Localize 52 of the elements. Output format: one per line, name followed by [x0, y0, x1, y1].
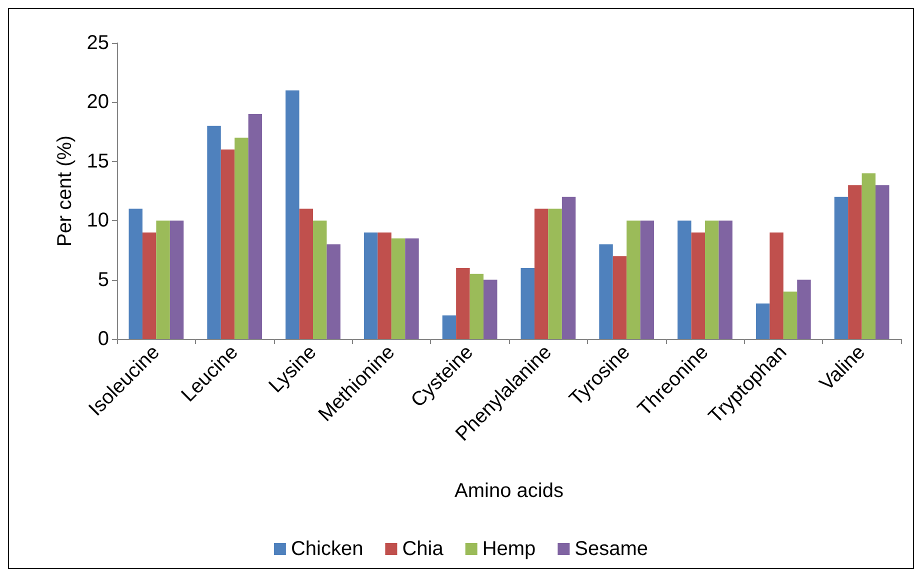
legend-label: Chia [402, 538, 444, 560]
legend-label: Chicken [290, 538, 364, 560]
bar [405, 238, 419, 339]
bar [705, 220, 719, 339]
bar [378, 232, 392, 339]
bar [691, 232, 705, 339]
bar [626, 220, 640, 339]
bar [470, 274, 484, 339]
y-tick-label: 5 [98, 268, 109, 291]
bar [326, 244, 340, 339]
bar [364, 232, 378, 339]
bar [442, 315, 456, 339]
bar [797, 280, 811, 339]
bar [128, 208, 142, 339]
bar [718, 220, 732, 339]
bar [286, 90, 300, 339]
bar [548, 208, 562, 339]
bar [170, 220, 184, 339]
y-tick-label: 0 [98, 328, 109, 350]
bar [313, 220, 327, 339]
bar [534, 208, 548, 339]
y-tick-label: 20 [86, 91, 109, 114]
bar [142, 232, 156, 339]
bar [770, 232, 784, 339]
bar [876, 185, 890, 339]
bar [207, 126, 221, 339]
bar [834, 196, 848, 339]
bar [220, 150, 235, 339]
y-tick-label: 25 [86, 32, 109, 54]
bar [848, 185, 862, 339]
bar [562, 196, 576, 339]
y-axis-title: Per cent (%) [54, 135, 76, 247]
x-axis-title: Amino acids [454, 480, 564, 502]
bar [234, 138, 248, 339]
bar [391, 238, 406, 339]
bar [484, 280, 498, 339]
bar [612, 256, 627, 339]
bar [299, 208, 313, 339]
bar [248, 114, 262, 339]
bar [862, 173, 876, 339]
bar [520, 268, 534, 339]
bar [640, 220, 654, 339]
legend-label: Sesame [574, 538, 648, 560]
bar [456, 268, 470, 339]
y-tick-label: 10 [86, 210, 109, 232]
bar [756, 303, 770, 339]
bar [783, 292, 798, 339]
bar [599, 244, 613, 339]
bar [156, 220, 170, 339]
y-tick-label: 15 [86, 150, 109, 172]
legend-label: Hemp [482, 538, 536, 560]
bar [678, 220, 692, 339]
